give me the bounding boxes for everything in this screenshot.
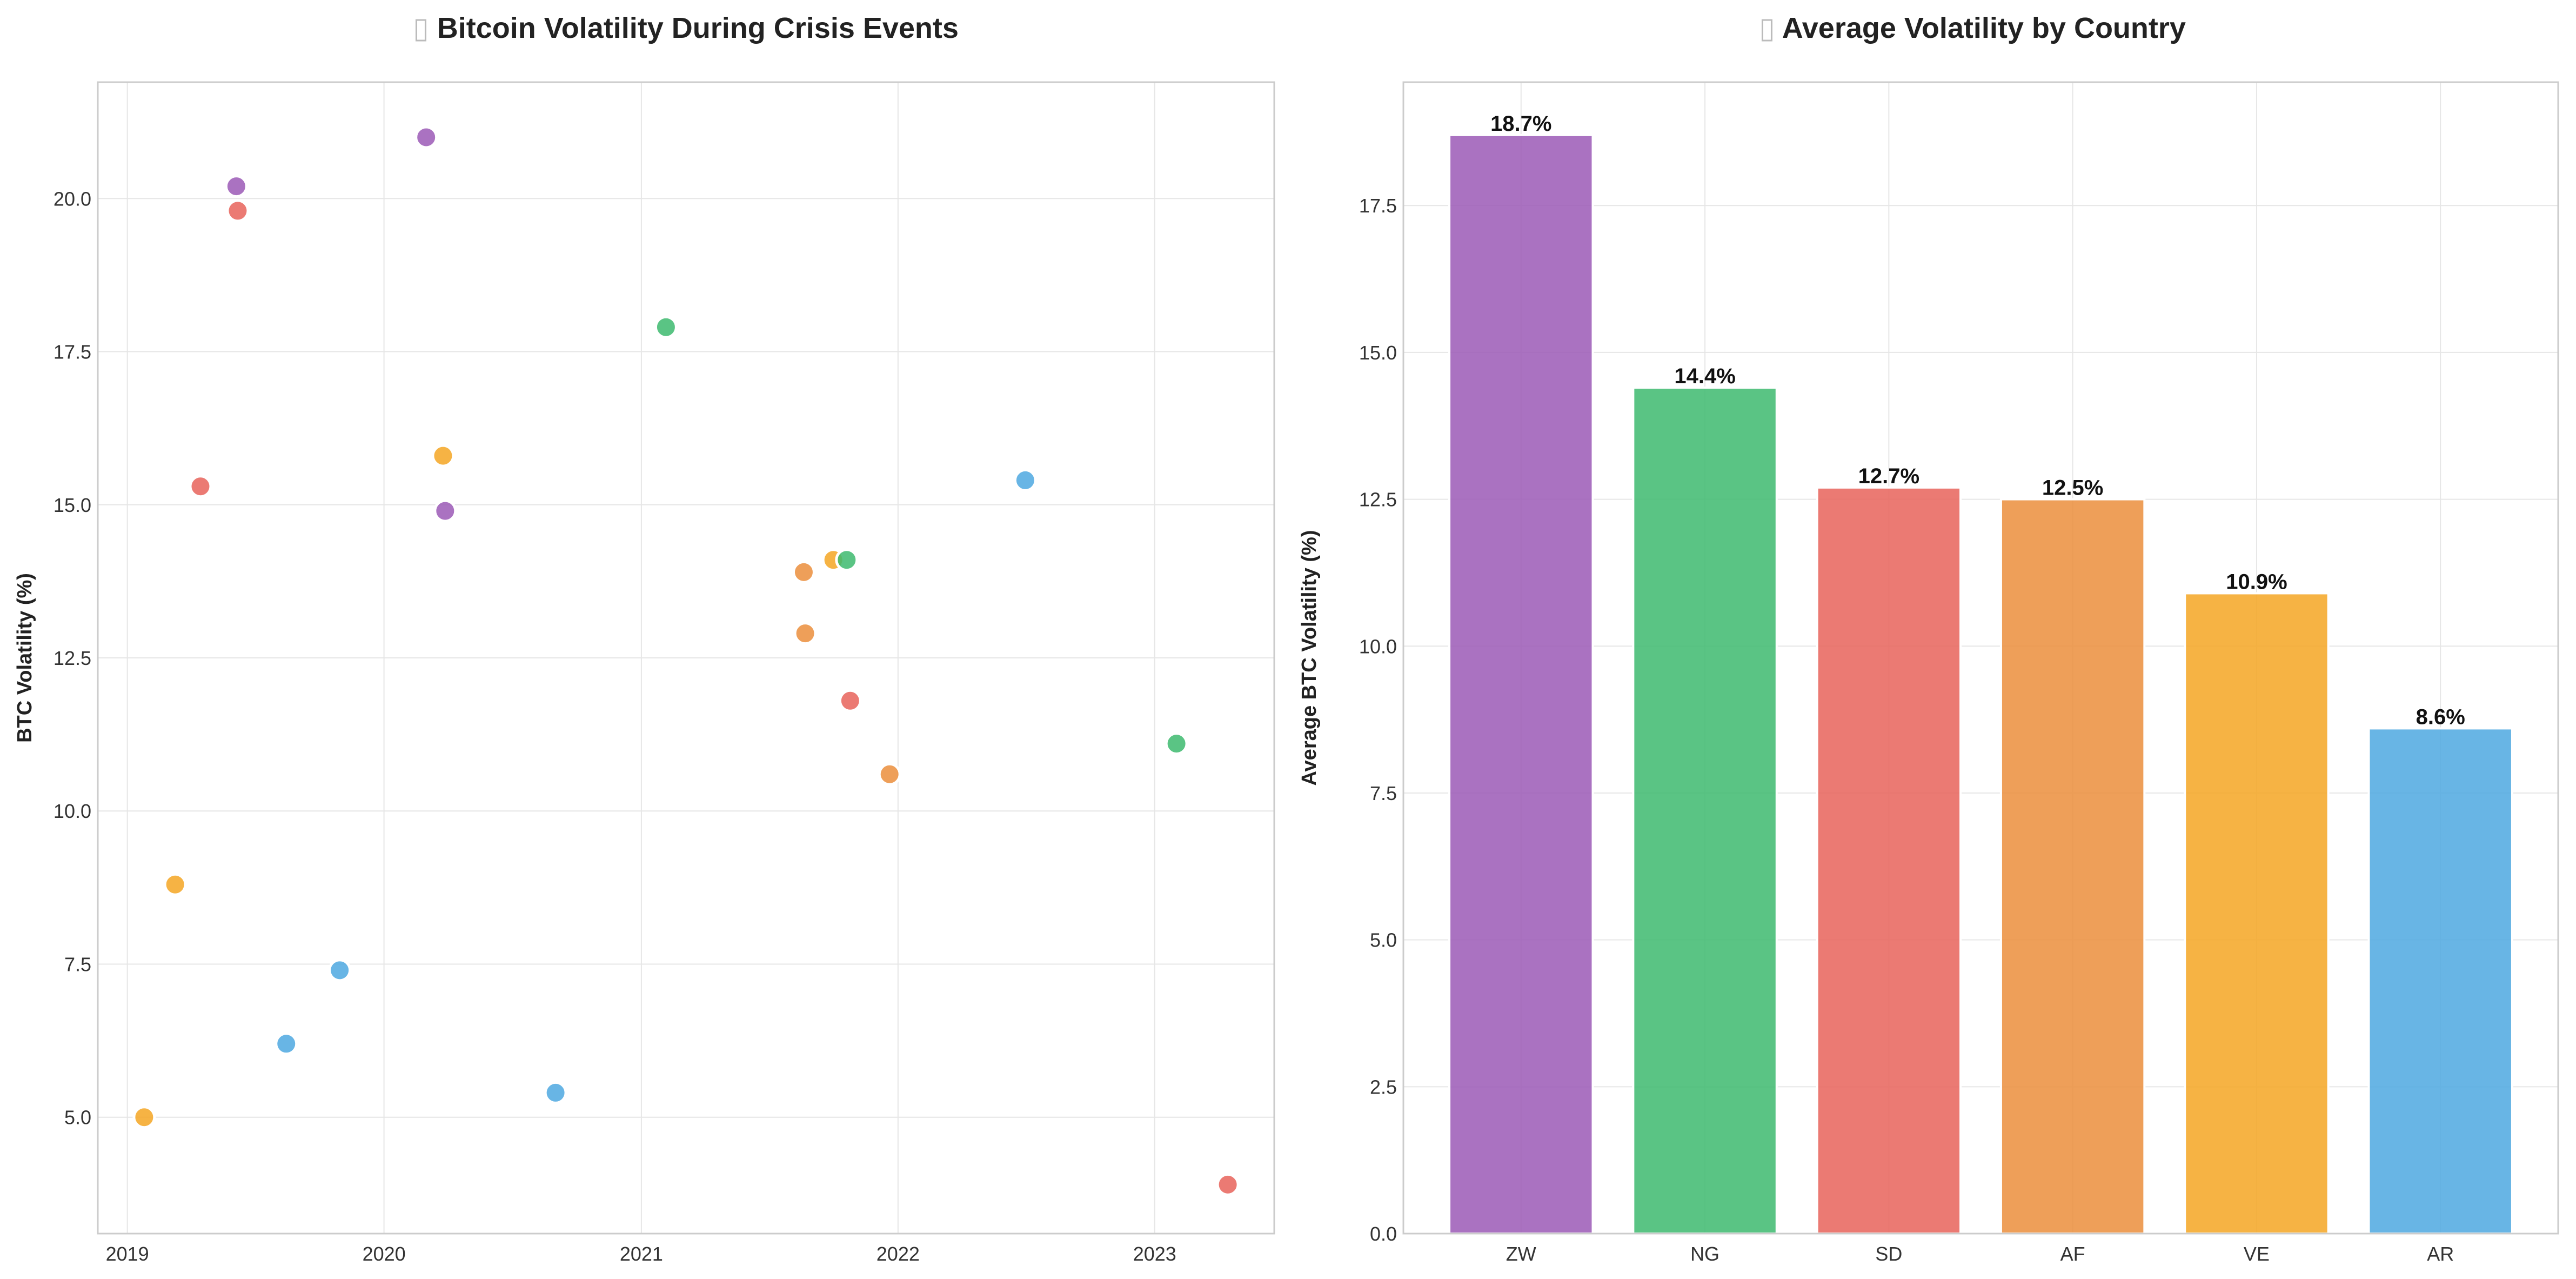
bar-y-tick-label: 5.0 (1370, 929, 1397, 951)
scatter-point (544, 1081, 567, 1104)
scatter-x-tick-label: 2022 (876, 1243, 920, 1265)
scatter-x-tick-label: 2020 (363, 1243, 406, 1265)
scatter-point (793, 622, 817, 645)
scatter-x-tick-label: 2023 (1133, 1243, 1176, 1265)
bar-x-tick-label: AR (2427, 1243, 2454, 1265)
scatter-point (414, 125, 438, 149)
scatter-grid (98, 82, 1274, 1234)
scatter-y-tick-label: 20.0 (53, 188, 91, 210)
bars (1448, 134, 2513, 1235)
bar-title: ▯ Average Volatility by Country (1759, 12, 2186, 44)
scatter-point (132, 1105, 156, 1129)
bar-x-tick-label: SD (1875, 1243, 1902, 1265)
bar-x-ticks: ZW NG SD AF VE AR (1506, 1243, 2454, 1265)
bar-y-tick-label: 2.5 (1370, 1076, 1397, 1098)
scatter-y-tick-label: 15.0 (53, 494, 91, 516)
bar-data-label: 8.6% (2416, 705, 2465, 729)
bar-x-tick-label: NG (1690, 1243, 1719, 1265)
bar-y-tick-label: 10.0 (1359, 635, 1397, 657)
scatter-point (163, 872, 187, 896)
scatter-point (431, 444, 455, 468)
bar (1816, 486, 1962, 1235)
bar-x-tick-label: VE (2244, 1243, 2270, 1265)
scatter-y-ticks: 5.0 7.5 10.0 12.5 15.0 17.5 20.0 (53, 188, 91, 1128)
globe-icon: ▯ (1759, 12, 1782, 44)
scatter-point (835, 548, 859, 572)
bar-panel: ▯ Average Volatility by Country ZW NG SD AF… (1298, 12, 2559, 1265)
scatter-x-tick-label: 2019 (106, 1243, 149, 1265)
scatter-point (1013, 468, 1037, 492)
scatter-point (878, 762, 901, 786)
scatter-x-ticks: 2019 2020 2021 2022 2023 (106, 1243, 1176, 1265)
scatter-title: ▯ Bitcoin Volatility During Crisis Event… (413, 12, 959, 44)
bar-y-tick-label: 0.0 (1370, 1223, 1397, 1245)
bar-plot-frame (1402, 81, 2559, 1235)
bar-data-labels: 18.7% 14.4% 12.7% 12.5% 10.9% 8.6% (1490, 112, 2465, 729)
bar-y-tick-label: 7.5 (1370, 782, 1397, 804)
bar-y-tick-label: 17.5 (1359, 195, 1397, 217)
scatter-y-tick-label: 17.5 (53, 341, 91, 363)
scatter-point (1216, 1173, 1240, 1196)
scatter-y-tick-label: 12.5 (53, 647, 91, 669)
scatter-point (433, 499, 457, 523)
scatter-plot-frame (97, 81, 1275, 1235)
scatter-point (224, 175, 248, 198)
bar-y-tick-label: 15.0 (1359, 342, 1397, 364)
scatter-points (132, 125, 1240, 1196)
bar-data-label: 12.7% (1858, 464, 1919, 488)
scatter-point (654, 315, 678, 339)
scatter-point (275, 1032, 298, 1056)
scatter-y-tick-label: 5.0 (64, 1107, 91, 1129)
bar (1999, 498, 2146, 1235)
scatter-point (1165, 732, 1188, 756)
scatter-x-tick-label: 2021 (620, 1243, 663, 1265)
bar-data-label: 12.5% (2042, 476, 2103, 500)
chart-icon: ▯ (413, 12, 437, 44)
bar (2184, 592, 2330, 1235)
scatter-y-tick-label: 10.0 (53, 800, 91, 822)
scatter-y-tick-label: 7.5 (64, 953, 91, 975)
bar (1632, 387, 1778, 1235)
bar-data-label: 18.7% (1490, 112, 1551, 136)
bar (2367, 727, 2513, 1235)
bar-data-label: 14.4% (1674, 364, 1735, 388)
scatter-panel: ▯ Bitcoin Volatility During Crisis Event… (14, 12, 1275, 1265)
scatter-point (226, 199, 250, 223)
scatter-y-axis-label: BTC Volatility (%) (14, 573, 36, 743)
scatter-point (792, 560, 815, 584)
bar-y-ticks: 0.0 2.5 5.0 7.5 10.0 12.5 15.0 17.5 (1359, 195, 1397, 1245)
scatter-point (189, 475, 212, 498)
scatter-point (328, 958, 352, 982)
bar-x-tick-label: AF (2060, 1243, 2085, 1265)
bar (1448, 134, 1594, 1235)
bar-y-tick-label: 12.5 (1359, 489, 1397, 511)
bar-data-label: 10.9% (2226, 570, 2287, 594)
bar-y-axis-label: Average BTC Volatility (%) (1298, 530, 1321, 786)
scatter-point (838, 689, 862, 712)
bar-x-tick-label: ZW (1506, 1243, 1536, 1265)
